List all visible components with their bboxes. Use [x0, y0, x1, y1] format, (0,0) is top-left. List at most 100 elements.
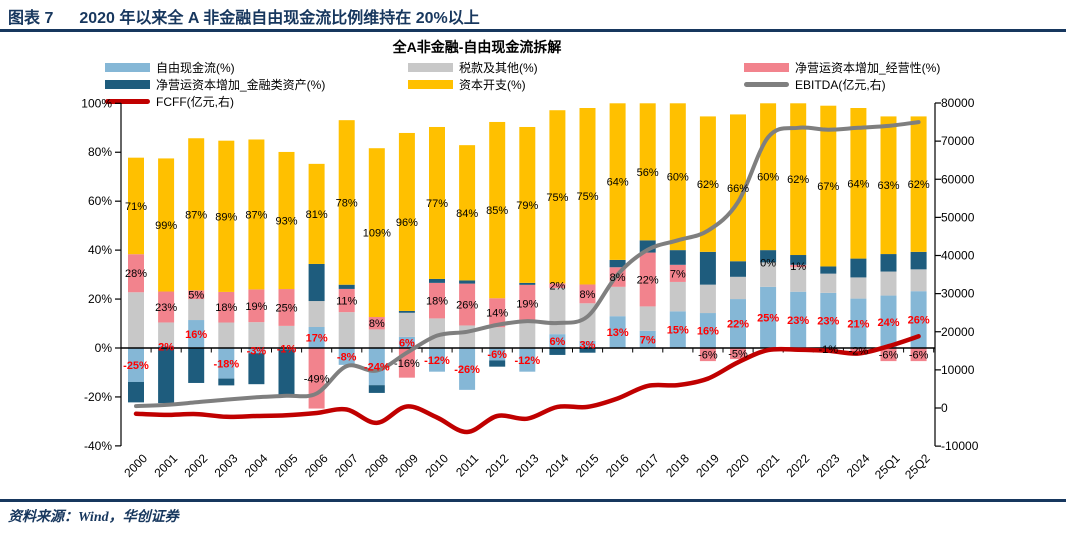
x-axis-label-2008: 2008	[362, 451, 391, 480]
nwc-operating-label: 11%	[336, 296, 357, 308]
nwc-operating-label: 18%	[215, 302, 237, 314]
bar-segment-free-cash-flow	[669, 311, 686, 348]
capex-label: 60%	[757, 172, 779, 184]
capex-label: 87%	[245, 209, 267, 221]
bar-segment-free-cash-flow	[730, 299, 746, 348]
bar-segment-capex	[609, 103, 626, 260]
legend-label: FCFF(亿元,右)	[156, 94, 234, 109]
nwc-operating-label: -5%	[728, 349, 748, 361]
bar-segment-capex	[429, 126, 445, 279]
bar-segment-free-cash-flow	[338, 348, 355, 365]
legend-label: 净营运资本增加_经营性(%)	[795, 60, 941, 75]
x-axis-label-2013: 2013	[513, 451, 542, 480]
legend-swatch-line	[105, 98, 150, 104]
bar-segment-tax-other	[429, 318, 445, 348]
capex-label: 67%	[817, 181, 839, 193]
x-axis-label-2003: 2003	[212, 451, 241, 480]
bar-segment-nwc-operating	[730, 348, 746, 360]
x-axis-label-2019: 2019	[693, 451, 722, 480]
capex-label: 89%	[215, 211, 237, 223]
free-cash-flow-label: -12%	[424, 355, 450, 367]
bar-segment-nwc-operating	[158, 291, 175, 323]
nwc-operating-label: 19%	[516, 299, 538, 311]
bar-segment-free-cash-flow	[128, 348, 144, 382]
bar-segment-capex	[549, 110, 566, 284]
bar-segment-tax-other	[549, 287, 566, 335]
capex-label: 75%	[546, 192, 568, 204]
capex-label: 81%	[306, 209, 328, 221]
bar-segment-free-cash-flow	[368, 348, 385, 386]
bar-segment-capex	[639, 103, 656, 241]
x-axis-label-2016: 2016	[603, 451, 632, 480]
bar-segment-nwc-financial	[368, 385, 385, 393]
bar-segment-nwc-operating	[368, 317, 385, 330]
ebitda-line	[134, 120, 921, 409]
bar-segment-capex	[278, 151, 295, 290]
nwc-operating-label: 22%	[637, 274, 659, 286]
legend-label: 自由现金流(%)	[156, 60, 235, 75]
legend-swatch-bar	[408, 79, 453, 89]
nwc-operating-label: -6%	[909, 350, 929, 362]
capex-label: 99%	[155, 220, 177, 232]
bar-segment-nwc-financial	[850, 258, 867, 278]
nwc-operating-label: 2%	[549, 281, 565, 293]
bar-segment-free-cash-flow	[910, 291, 927, 348]
bar-segment-nwc-financial	[579, 348, 596, 353]
left-axis-tick-label: 0%	[95, 341, 113, 355]
x-axis-label-2002: 2002	[182, 451, 211, 480]
x-axis-label-25Q2: 25Q2	[902, 451, 933, 482]
nwc-operating-label: 8%	[369, 318, 385, 330]
bar-segment-nwc-financial	[398, 310, 415, 313]
capex-label: 62%	[908, 179, 930, 191]
bar-segment-nwc-operating	[669, 264, 686, 282]
x-axis-label-2022: 2022	[784, 451, 813, 480]
bar-segment-tax-other	[248, 322, 265, 348]
bar-segment-free-cash-flow	[549, 334, 566, 348]
bar-segment-tax-other	[218, 322, 235, 348]
free-cash-flow-label: -25%	[123, 360, 149, 372]
bar-segment-capex	[308, 163, 325, 264]
nwc-operating-label: 23%	[155, 302, 177, 314]
bar-segment-capex	[850, 108, 867, 259]
bar-segment-free-cash-flow	[248, 348, 265, 354]
header-rule	[0, 29, 1066, 32]
x-axis-label-2021: 2021	[753, 451, 782, 480]
bar-segment-capex	[820, 105, 837, 267]
capex-label: 79%	[516, 200, 538, 212]
free-cash-flow-label: -3%	[247, 346, 267, 358]
capex-label: 66%	[727, 183, 749, 195]
nwc-operating-label: 14%	[486, 308, 508, 320]
bar-segment-nwc-financial	[519, 282, 536, 285]
bar-segment-tax-other	[639, 306, 656, 331]
capex-label: 96%	[396, 217, 418, 229]
free-cash-flow-label: -6%	[487, 349, 507, 361]
bar-segment-nwc-operating	[459, 283, 476, 326]
bar-segment-nwc-operating	[790, 264, 807, 268]
bar-segment-capex	[248, 139, 265, 290]
legend-swatch-bar	[408, 62, 453, 72]
bar-segment-tax-other	[790, 267, 807, 292]
legend-swatch-bar	[105, 62, 150, 72]
x-axis-label-2020: 2020	[723, 451, 752, 480]
figure-title: 2020 年以来全 A 非金融自由现金流比例维持在 20%以上	[79, 10, 480, 27]
bar-segment-nwc-financial	[158, 348, 175, 404]
bar-segment-capex	[218, 140, 235, 292]
free-cash-flow-label: -24%	[364, 362, 390, 374]
capex-label: 109%	[363, 228, 391, 240]
bar-segment-free-cash-flow	[218, 348, 235, 379]
nwc-operating-label: -16%	[394, 358, 420, 370]
bar-segment-nwc-financial	[699, 251, 716, 285]
bar-segment-free-cash-flow	[609, 316, 626, 348]
source-note: 资料来源：Wind，华创证券	[8, 510, 179, 525]
bar-segment-nwc-financial	[549, 348, 566, 355]
left-axis-tick-label: 40%	[88, 243, 112, 257]
bar-segment-free-cash-flow	[850, 298, 867, 348]
nwc-operating-label: 7%	[670, 268, 686, 280]
bar-segment-nwc-financial	[609, 259, 626, 268]
nwc-operating-label: 26%	[456, 300, 478, 312]
bar-segment-tax-other	[368, 329, 385, 348]
free-cash-flow-label: 13%	[607, 327, 629, 339]
bar-segment-nwc-financial	[730, 261, 746, 277]
bar-segment-nwc-financial	[128, 381, 144, 403]
left-axis-tick-label: 20%	[88, 292, 112, 306]
